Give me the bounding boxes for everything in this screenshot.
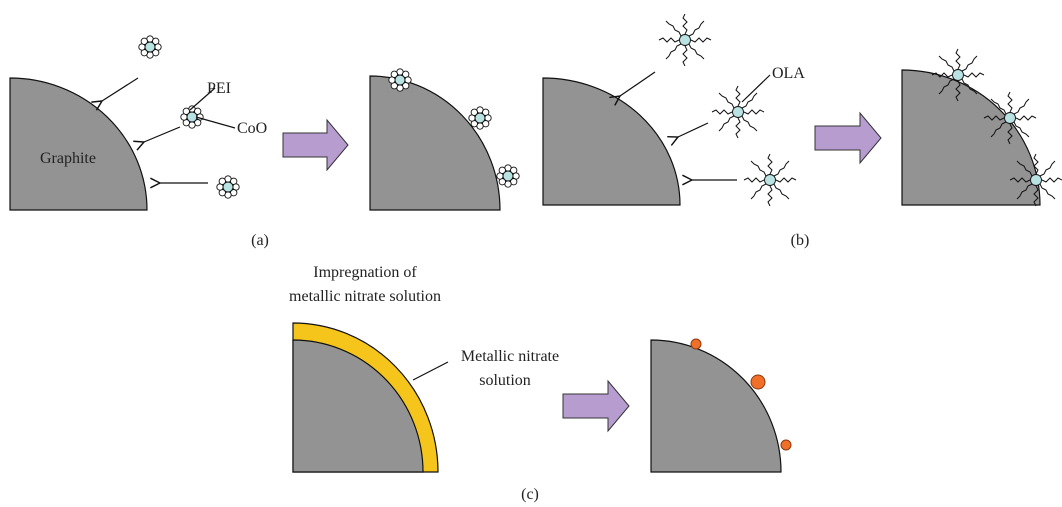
diagram: PEI CoO Graphite (a) OLA (b) Impregnatio… bbox=[0, 0, 1062, 507]
particle bbox=[181, 106, 203, 128]
metal-particle bbox=[781, 440, 791, 450]
process-arrow bbox=[283, 120, 348, 170]
page: PEI CoO Graphite (a) OLA (b) Impregnatio… bbox=[0, 0, 1062, 507]
caption: (a) bbox=[251, 232, 269, 249]
graphite bbox=[10, 78, 147, 210]
particle bbox=[712, 86, 764, 138]
title: Impregnation of bbox=[313, 264, 417, 281]
label: Metallic nitrate bbox=[461, 348, 559, 365]
arrow bbox=[144, 127, 180, 142]
caption: (b) bbox=[791, 232, 810, 249]
label: solution bbox=[479, 372, 531, 389]
label: Graphite bbox=[40, 150, 96, 167]
particle bbox=[217, 176, 239, 198]
graphite bbox=[543, 78, 680, 205]
arrow bbox=[620, 72, 655, 96]
process-arrow bbox=[815, 113, 881, 163]
label: OLA bbox=[772, 65, 805, 82]
particle bbox=[469, 107, 491, 129]
metal-particle bbox=[691, 339, 701, 349]
graphite bbox=[651, 340, 781, 472]
graphite bbox=[293, 340, 423, 472]
particle bbox=[744, 154, 796, 206]
title: metallic nitrate solution bbox=[289, 288, 441, 305]
metal-particle bbox=[751, 375, 765, 389]
process-arrow bbox=[563, 381, 629, 431]
leader bbox=[742, 75, 770, 102]
particle bbox=[139, 36, 161, 58]
particle bbox=[389, 69, 411, 91]
graphite bbox=[902, 70, 1040, 205]
label: CoO bbox=[237, 120, 267, 137]
caption: (c) bbox=[521, 486, 539, 503]
arrow bbox=[102, 78, 138, 101]
particle bbox=[497, 165, 519, 187]
leader bbox=[413, 362, 448, 380]
arrow bbox=[678, 123, 708, 137]
label: PEI bbox=[207, 80, 231, 97]
leader bbox=[196, 117, 235, 128]
graphite bbox=[370, 76, 500, 210]
particle bbox=[659, 14, 711, 66]
